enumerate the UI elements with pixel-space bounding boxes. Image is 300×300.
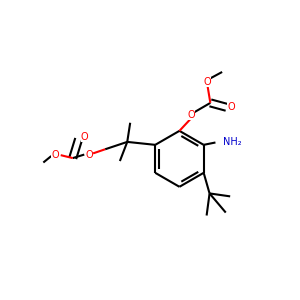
Text: O: O: [51, 150, 59, 160]
Text: O: O: [188, 110, 195, 120]
Text: NH₂: NH₂: [224, 137, 242, 148]
Text: O: O: [227, 102, 235, 112]
Text: O: O: [81, 132, 88, 142]
Text: O: O: [204, 77, 211, 87]
Text: O: O: [85, 150, 93, 160]
